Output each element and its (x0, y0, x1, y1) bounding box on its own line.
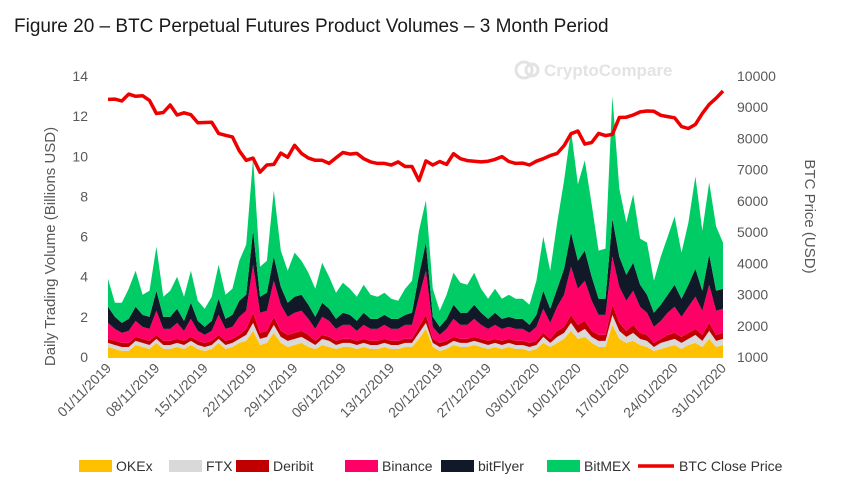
legend-item-deribit: Deribit (236, 458, 314, 474)
y2-tick-label: 7000 (737, 162, 768, 178)
legend-item-binance: Binance (345, 458, 433, 474)
y-tick-label: 12 (72, 108, 88, 124)
legend-label: Deribit (273, 458, 314, 474)
legend-label: BTC Close Price (679, 458, 783, 474)
y2-tick-label: 8000 (737, 130, 768, 146)
y-tick-label: 14 (72, 68, 88, 84)
legend-swatch (79, 460, 112, 472)
legend-label: bitFlyer (478, 458, 524, 474)
y2-tick-label: 6000 (737, 193, 768, 209)
y2-tick-label: 10000 (737, 68, 776, 84)
y2-tick-label: 3000 (737, 287, 768, 303)
watermark-logo-icon (514, 60, 540, 80)
y-tick-label: 6 (80, 229, 88, 245)
chart-title: Figure 20 – BTC Perpetual Futures Produc… (14, 16, 609, 37)
legend-item-bitmex: BitMEX (547, 458, 631, 474)
y2-tick-label: 9000 (737, 99, 768, 115)
legend-swatch (547, 460, 580, 472)
legend-label: Binance (382, 458, 433, 474)
legend-label: OKEx (116, 458, 153, 474)
legend-swatch (345, 460, 378, 472)
y-tick-label: 10 (72, 148, 88, 164)
y-tick-label: 2 (80, 309, 88, 325)
series-area-bitflyer (108, 218, 723, 335)
legend: OKEx FTX Deribit Binance bitFlyer BitMEX BTC C… (79, 458, 783, 474)
y-tick-label: 8 (80, 188, 88, 204)
series-layer (107, 89, 725, 357)
y-tick-label: 4 (80, 269, 88, 285)
legend-item-btc-close-price: BTC Close Price (638, 458, 783, 474)
series-area-binance (108, 256, 723, 343)
legend-label: FTX (206, 458, 233, 474)
legend-item-bitflyer: bitFlyer (441, 458, 524, 474)
y2-tick-label: 1000 (737, 349, 768, 365)
y2-tick-label: 4000 (737, 255, 768, 271)
watermark: CryptoCompare (514, 60, 672, 80)
series-area-ftx (108, 314, 723, 351)
y2-tick-label: 2000 (737, 318, 768, 334)
watermark-text: CryptoCompare (544, 61, 672, 80)
legend-label: BitMEX (584, 458, 631, 474)
y-tick-label: 0 (80, 349, 88, 365)
legend-swatch (236, 460, 269, 472)
series-line-btc-close-price (107, 89, 725, 183)
legend-swatch (169, 460, 202, 472)
legend-item-ftx: FTX (169, 458, 233, 474)
y-axis-label: Daily Trading Volume (Billions USD) (42, 127, 59, 366)
y2-axis-label: BTC Price (USD) (801, 159, 818, 273)
legend-swatch (441, 460, 474, 472)
y2-tick-label: 5000 (737, 224, 768, 240)
legend-item-okex: OKEx (79, 458, 153, 474)
series-area-okex (108, 324, 723, 357)
series-area-deribit (108, 304, 723, 347)
series-area-bitmex (108, 96, 723, 327)
